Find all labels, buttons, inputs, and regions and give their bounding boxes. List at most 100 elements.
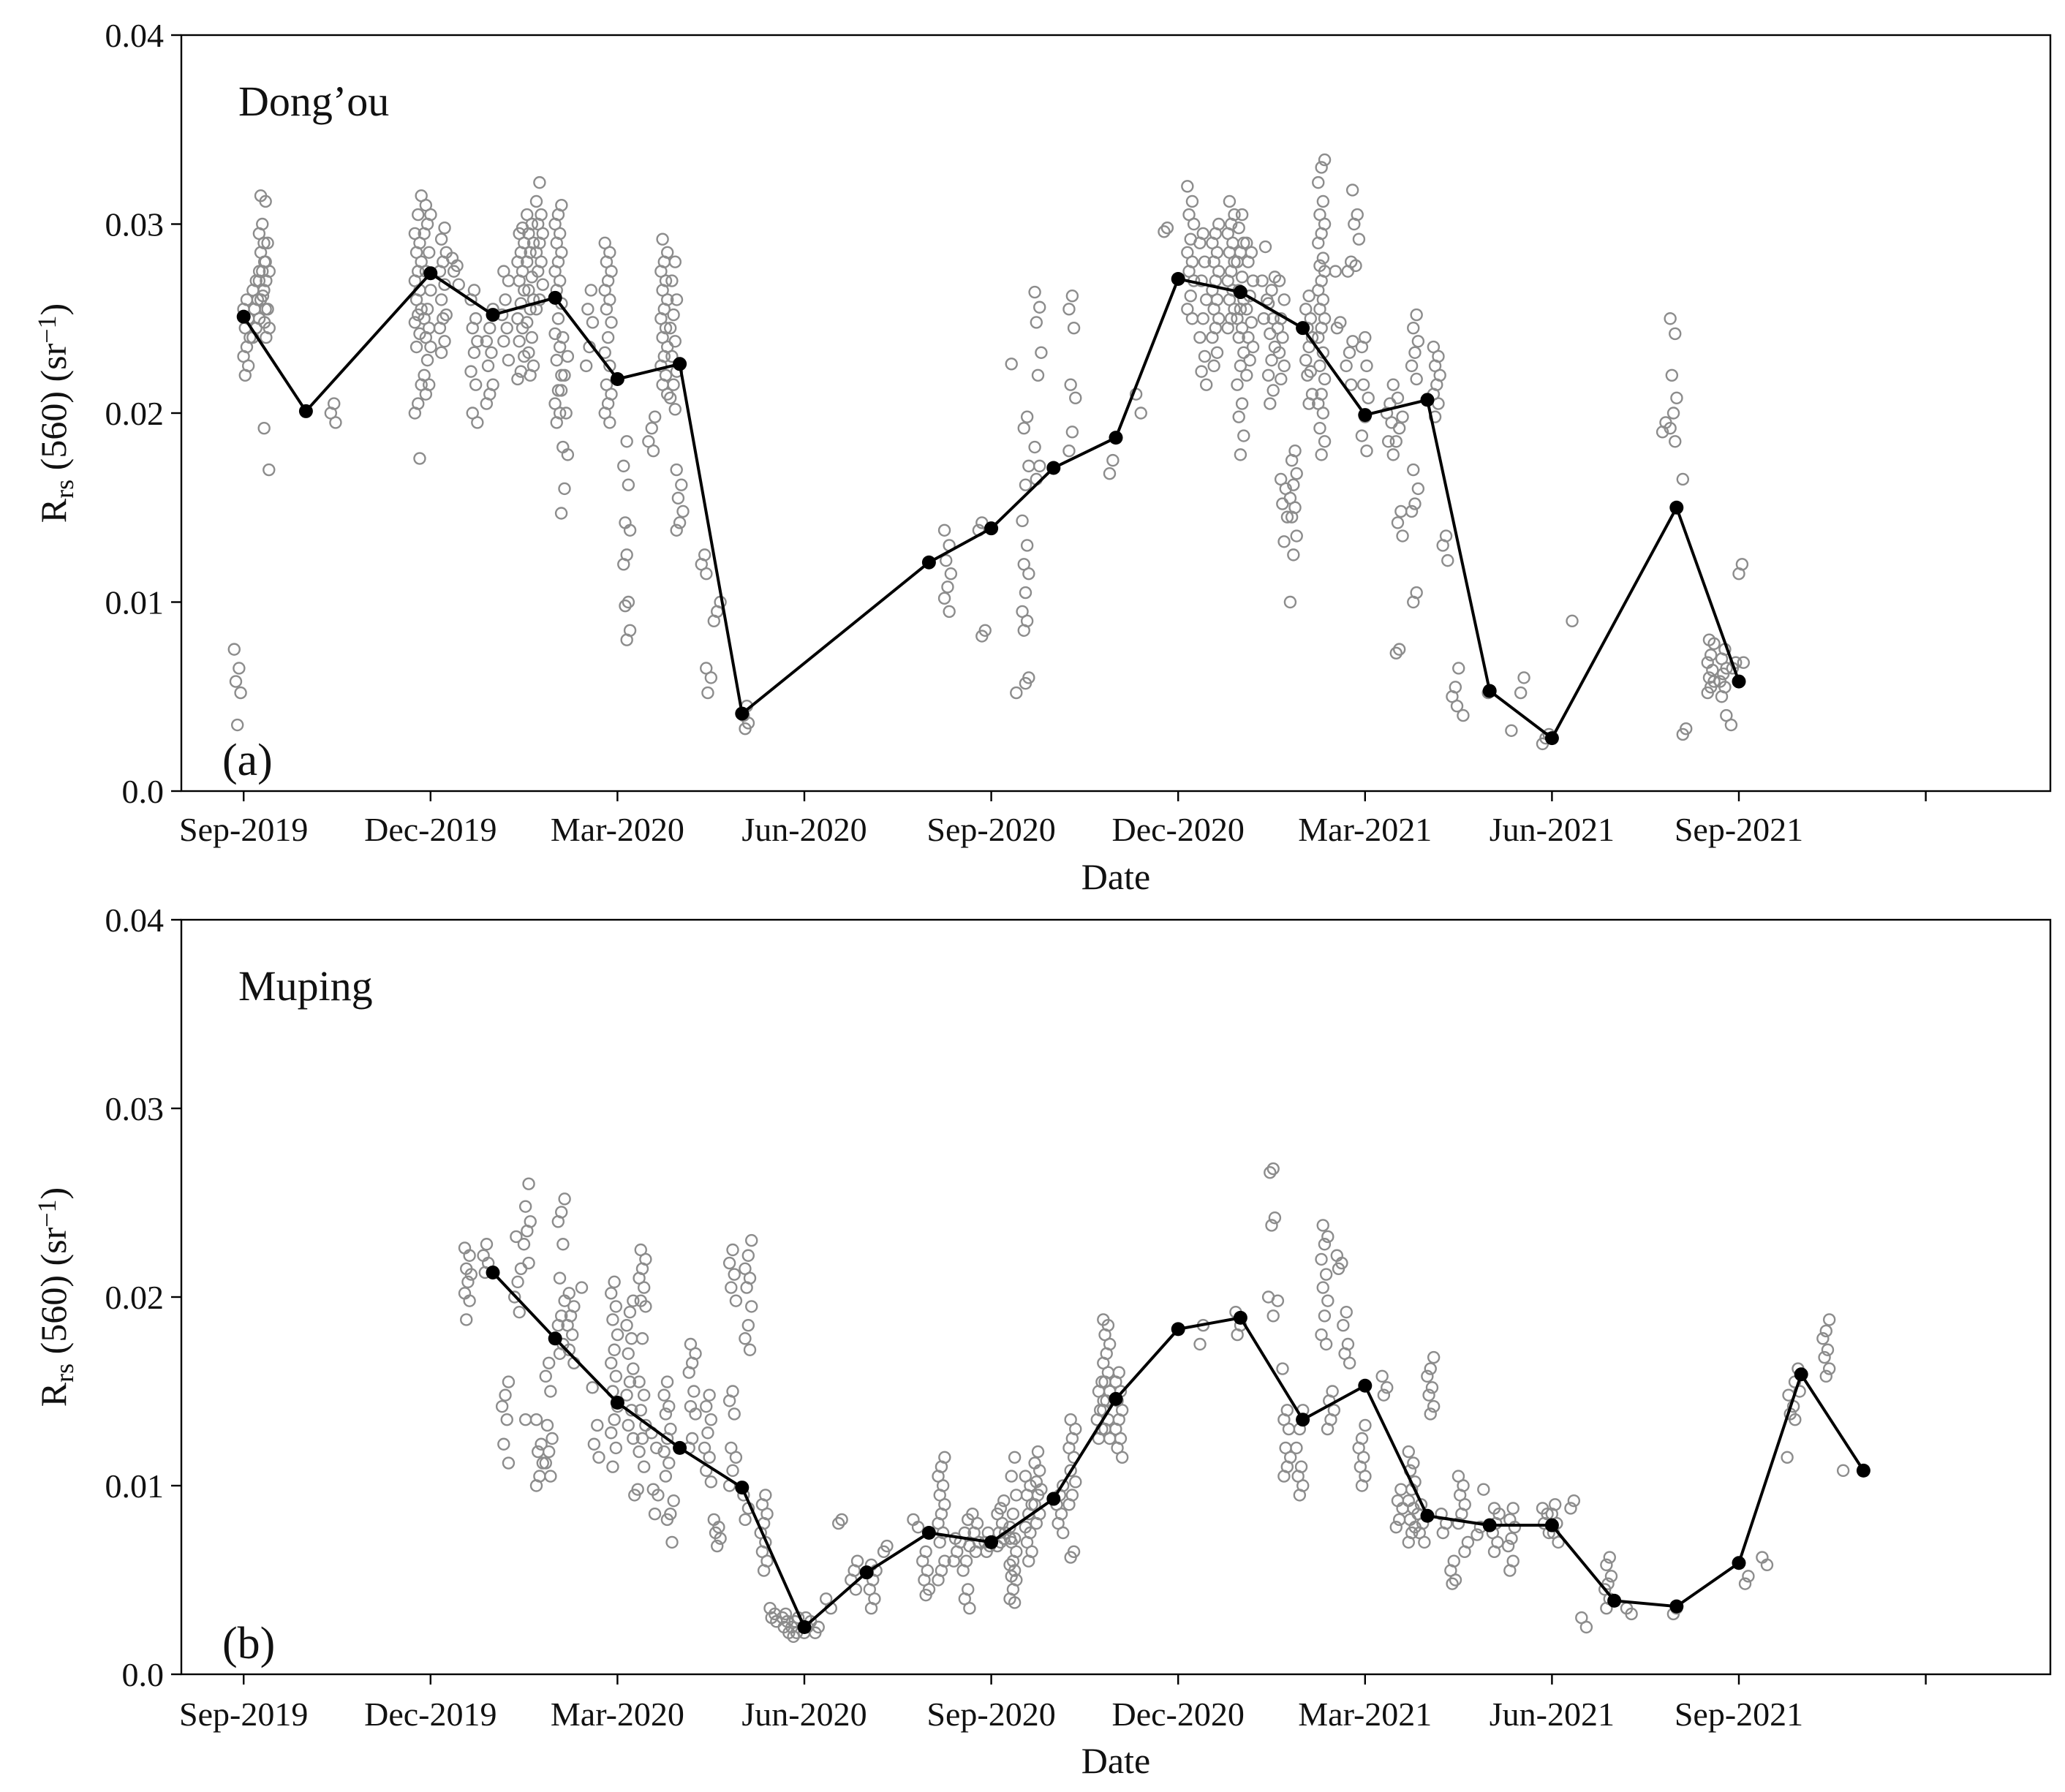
observation-point (1302, 290, 1315, 303)
observation-point (1020, 539, 1034, 552)
observation-point (1031, 368, 1045, 382)
observation-point (1514, 686, 1528, 700)
monthly-mean-point (486, 1265, 500, 1279)
observation-point (635, 1332, 649, 1345)
monthly-mean-point (610, 1395, 624, 1410)
observation-point (1199, 378, 1213, 391)
observation-point (1302, 340, 1315, 354)
observation-point (1035, 346, 1048, 359)
observation-point (559, 407, 573, 420)
observation-point (1737, 656, 1751, 669)
y-tick-label: 0.01 (105, 1467, 165, 1505)
monthly-mean-point (797, 1620, 812, 1634)
observation-point (1245, 316, 1258, 329)
observation-point (656, 232, 669, 246)
observation-point (667, 308, 680, 322)
observation-point (1196, 312, 1209, 325)
observation-point (230, 718, 244, 732)
observation-point (434, 293, 448, 306)
observation-point (1315, 448, 1328, 461)
observation-point (739, 722, 752, 736)
observation-point (592, 1451, 605, 1464)
observation-point (1069, 391, 1082, 405)
observation-point (1337, 1318, 1350, 1332)
monthly-mean-point (1669, 500, 1684, 515)
x-tick-label: Sep-2019 (179, 811, 308, 848)
observation-point (551, 312, 565, 325)
observation-point (1836, 1464, 1850, 1478)
monthly-mean-point (859, 1565, 874, 1580)
observation-point (1332, 1262, 1345, 1276)
observation-point (611, 1328, 624, 1342)
observation-point (1707, 637, 1721, 651)
observation-point (1028, 285, 1041, 299)
observation-point (1006, 1554, 1020, 1568)
observation-point (633, 1375, 646, 1388)
monthly-mean-point (1607, 1593, 1622, 1608)
observation-point (1360, 359, 1373, 373)
monthly-mean-point (1732, 1556, 1746, 1570)
observation-point (603, 416, 616, 429)
observation-point (542, 1445, 556, 1459)
observation-point (1408, 497, 1422, 510)
observation-point (1302, 397, 1315, 410)
observation-point (627, 1362, 640, 1375)
observation-point (628, 1489, 641, 1502)
x-tick-label: Mar-2020 (551, 811, 684, 848)
x-tick-label: Jun-2020 (741, 811, 867, 848)
observation-point (608, 1275, 621, 1289)
observation-point (1355, 429, 1369, 442)
observation-point (1407, 463, 1420, 477)
observation-point (1715, 690, 1729, 703)
observation-point (1065, 426, 1079, 439)
observation-point (944, 567, 958, 581)
observation-point (668, 335, 682, 348)
monthly-mean-point (1669, 1599, 1684, 1614)
observation-point (554, 384, 568, 397)
observation-point (562, 1287, 575, 1300)
observation-point (434, 232, 448, 246)
observation-point (1381, 1381, 1394, 1394)
observation-point (238, 368, 252, 382)
observation-point (497, 1437, 510, 1451)
observation-point (1405, 504, 1419, 518)
observation-point (1458, 1545, 1471, 1559)
observation-point (609, 1300, 623, 1313)
observation-point (1477, 1483, 1490, 1496)
observation-point (605, 1426, 618, 1440)
observation-point (650, 1441, 663, 1455)
observation-point (521, 255, 534, 268)
observation-point (1240, 368, 1253, 382)
observation-point (1816, 1332, 1830, 1345)
observation-point (1503, 1564, 1517, 1577)
observation-point (1240, 303, 1253, 316)
observation-point (606, 1313, 619, 1326)
observation-point (665, 1535, 679, 1549)
observation-point (513, 1305, 526, 1319)
observation-point (1198, 349, 1212, 363)
observation-point (1424, 1407, 1437, 1421)
observation-point (1312, 330, 1325, 344)
observation-point (1062, 1498, 1076, 1511)
observation-point (701, 1426, 714, 1440)
monthly-mean-point (1171, 271, 1185, 286)
observation-point (877, 1545, 891, 1559)
x-tick-label: Sep-2021 (1675, 1695, 1803, 1733)
observation-point (1264, 327, 1277, 341)
observation-point (1272, 346, 1286, 359)
observation-point (1425, 1381, 1439, 1394)
monthly-mean-point (1046, 1492, 1061, 1506)
observation-point (937, 523, 951, 537)
observation-point (941, 581, 954, 594)
observation-point (1760, 1558, 1774, 1572)
observation-point (1402, 1445, 1416, 1459)
observation-point (637, 1281, 651, 1294)
observation-point (1449, 1573, 1462, 1587)
observation-point (575, 1281, 589, 1294)
monthly-mean-point (1358, 408, 1373, 423)
observation-point (1237, 346, 1250, 359)
observation-point (471, 416, 484, 429)
observation-point (510, 1230, 523, 1244)
observation-point (1738, 1577, 1752, 1590)
observation-point (1318, 372, 1332, 386)
